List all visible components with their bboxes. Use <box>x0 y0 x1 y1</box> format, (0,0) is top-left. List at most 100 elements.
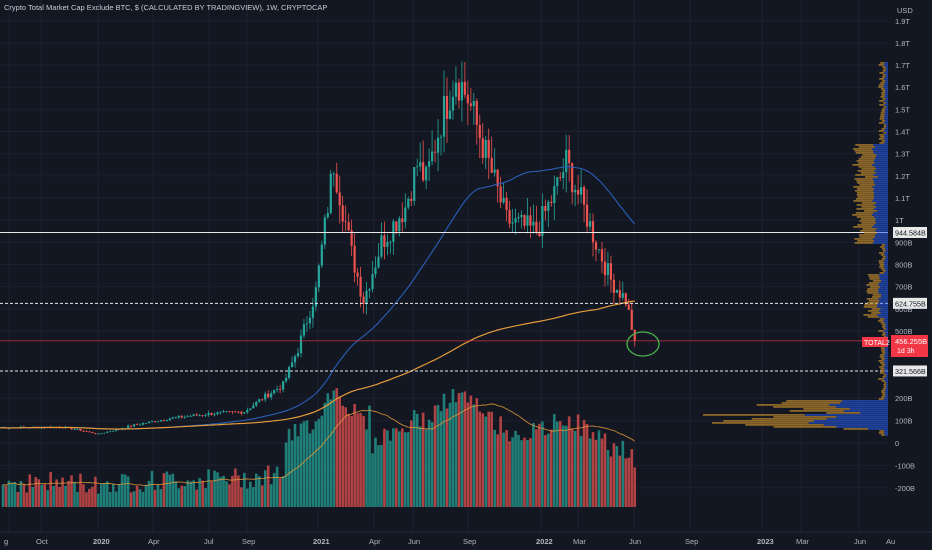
profile-bar <box>872 178 888 180</box>
profile-bar <box>881 294 888 296</box>
price-tick-label: 1.3T <box>895 150 910 159</box>
profile-bar <box>881 110 886 112</box>
volume-bar <box>281 476 285 507</box>
profile-bar <box>880 308 888 310</box>
profile-bar <box>880 246 885 248</box>
volume-bar <box>597 430 601 507</box>
bar-countdown: 1d 3h <box>897 348 915 355</box>
volume-bar <box>94 476 97 507</box>
profile-bar <box>857 170 875 172</box>
profile-bar <box>877 232 888 234</box>
profile-bar <box>884 430 888 432</box>
profile-bar <box>880 322 885 324</box>
profile-bar <box>885 258 888 260</box>
volume-bar <box>371 453 374 507</box>
volume-bar <box>278 478 282 507</box>
profile-bar <box>883 132 886 134</box>
profile-bar <box>882 66 886 68</box>
volume-bar <box>481 413 485 507</box>
profile-bar <box>773 416 837 418</box>
profile-bar <box>871 312 881 314</box>
volume-bar <box>219 477 222 507</box>
candle-body <box>442 96 446 137</box>
candle-body <box>264 393 267 400</box>
profile-bar <box>881 364 886 366</box>
horizontal-levels[interactable] <box>0 231 888 372</box>
profile-bar <box>871 214 888 216</box>
volume-bar <box>305 420 309 507</box>
profile-bar <box>884 362 888 364</box>
profile-bar <box>873 160 888 162</box>
candle-body <box>496 169 499 187</box>
candle-body <box>70 427 73 430</box>
profile-bar <box>878 360 884 362</box>
profile-bar <box>879 104 885 106</box>
profile-bar <box>878 316 888 318</box>
profile-bar <box>854 150 874 152</box>
volume-bar <box>263 470 267 507</box>
price-axis[interactable] <box>888 0 932 532</box>
profile-bar <box>881 258 886 260</box>
candle-body <box>535 221 538 233</box>
volume-profile <box>703 62 888 436</box>
profile-bar <box>858 162 875 164</box>
profile-bar <box>885 80 888 82</box>
profile-bar <box>840 402 888 404</box>
level-tag-label: 944.584B <box>895 228 926 237</box>
profile-bar <box>853 200 873 202</box>
profile-bar <box>867 302 879 304</box>
profile-bar <box>883 382 887 384</box>
time-tick-label: Sep <box>242 537 255 546</box>
candle-body <box>210 413 213 415</box>
volume-bar <box>195 489 198 507</box>
current-price-label: 456.255B <box>895 337 927 346</box>
chart-grid <box>0 0 892 532</box>
volume-bar <box>576 414 580 507</box>
candle-body <box>335 173 338 193</box>
volume-bar <box>4 485 8 507</box>
volume-bar <box>311 429 315 507</box>
volume-bar <box>567 416 571 507</box>
volume-bar <box>615 446 619 507</box>
price-tick-label: 0 <box>895 439 899 448</box>
volume-bar <box>120 474 124 507</box>
candle-body <box>150 421 154 423</box>
candle-body <box>165 420 168 422</box>
candle-body <box>353 245 356 273</box>
profile-bar <box>874 162 888 164</box>
candle-body <box>359 276 362 297</box>
volume-bar <box>254 473 258 507</box>
volume-bar <box>153 489 157 507</box>
volume-bar <box>85 492 88 507</box>
level-tag <box>893 297 927 309</box>
volume-bar <box>421 412 425 507</box>
annotation-ellipse[interactable] <box>626 331 660 357</box>
profile-bar <box>867 428 888 430</box>
profile-bar <box>884 114 888 116</box>
profile-bar <box>836 406 888 408</box>
profile-bar <box>855 174 874 176</box>
profile-bar <box>881 80 886 82</box>
profile-bar <box>856 180 874 182</box>
volume-bar <box>257 476 261 507</box>
profile-bar <box>858 166 875 168</box>
volume-bar <box>374 437 377 507</box>
candle-body <box>562 172 565 179</box>
price-tick-label: 1.1T <box>895 194 910 203</box>
time-axis[interactable] <box>0 532 932 550</box>
profile-bar <box>885 270 888 272</box>
profile-bar <box>873 180 888 182</box>
candle-body <box>591 221 595 243</box>
volume-bar <box>505 430 508 507</box>
profile-bar <box>856 216 874 218</box>
profile-bar <box>858 234 875 236</box>
candle-body <box>565 149 568 173</box>
candle-body <box>571 163 574 193</box>
volume-bar <box>22 484 26 507</box>
volume-bar <box>114 491 118 507</box>
candle-body <box>538 232 541 237</box>
profile-bar <box>878 298 888 300</box>
candle-body <box>594 242 598 250</box>
profile-bar <box>884 112 888 114</box>
